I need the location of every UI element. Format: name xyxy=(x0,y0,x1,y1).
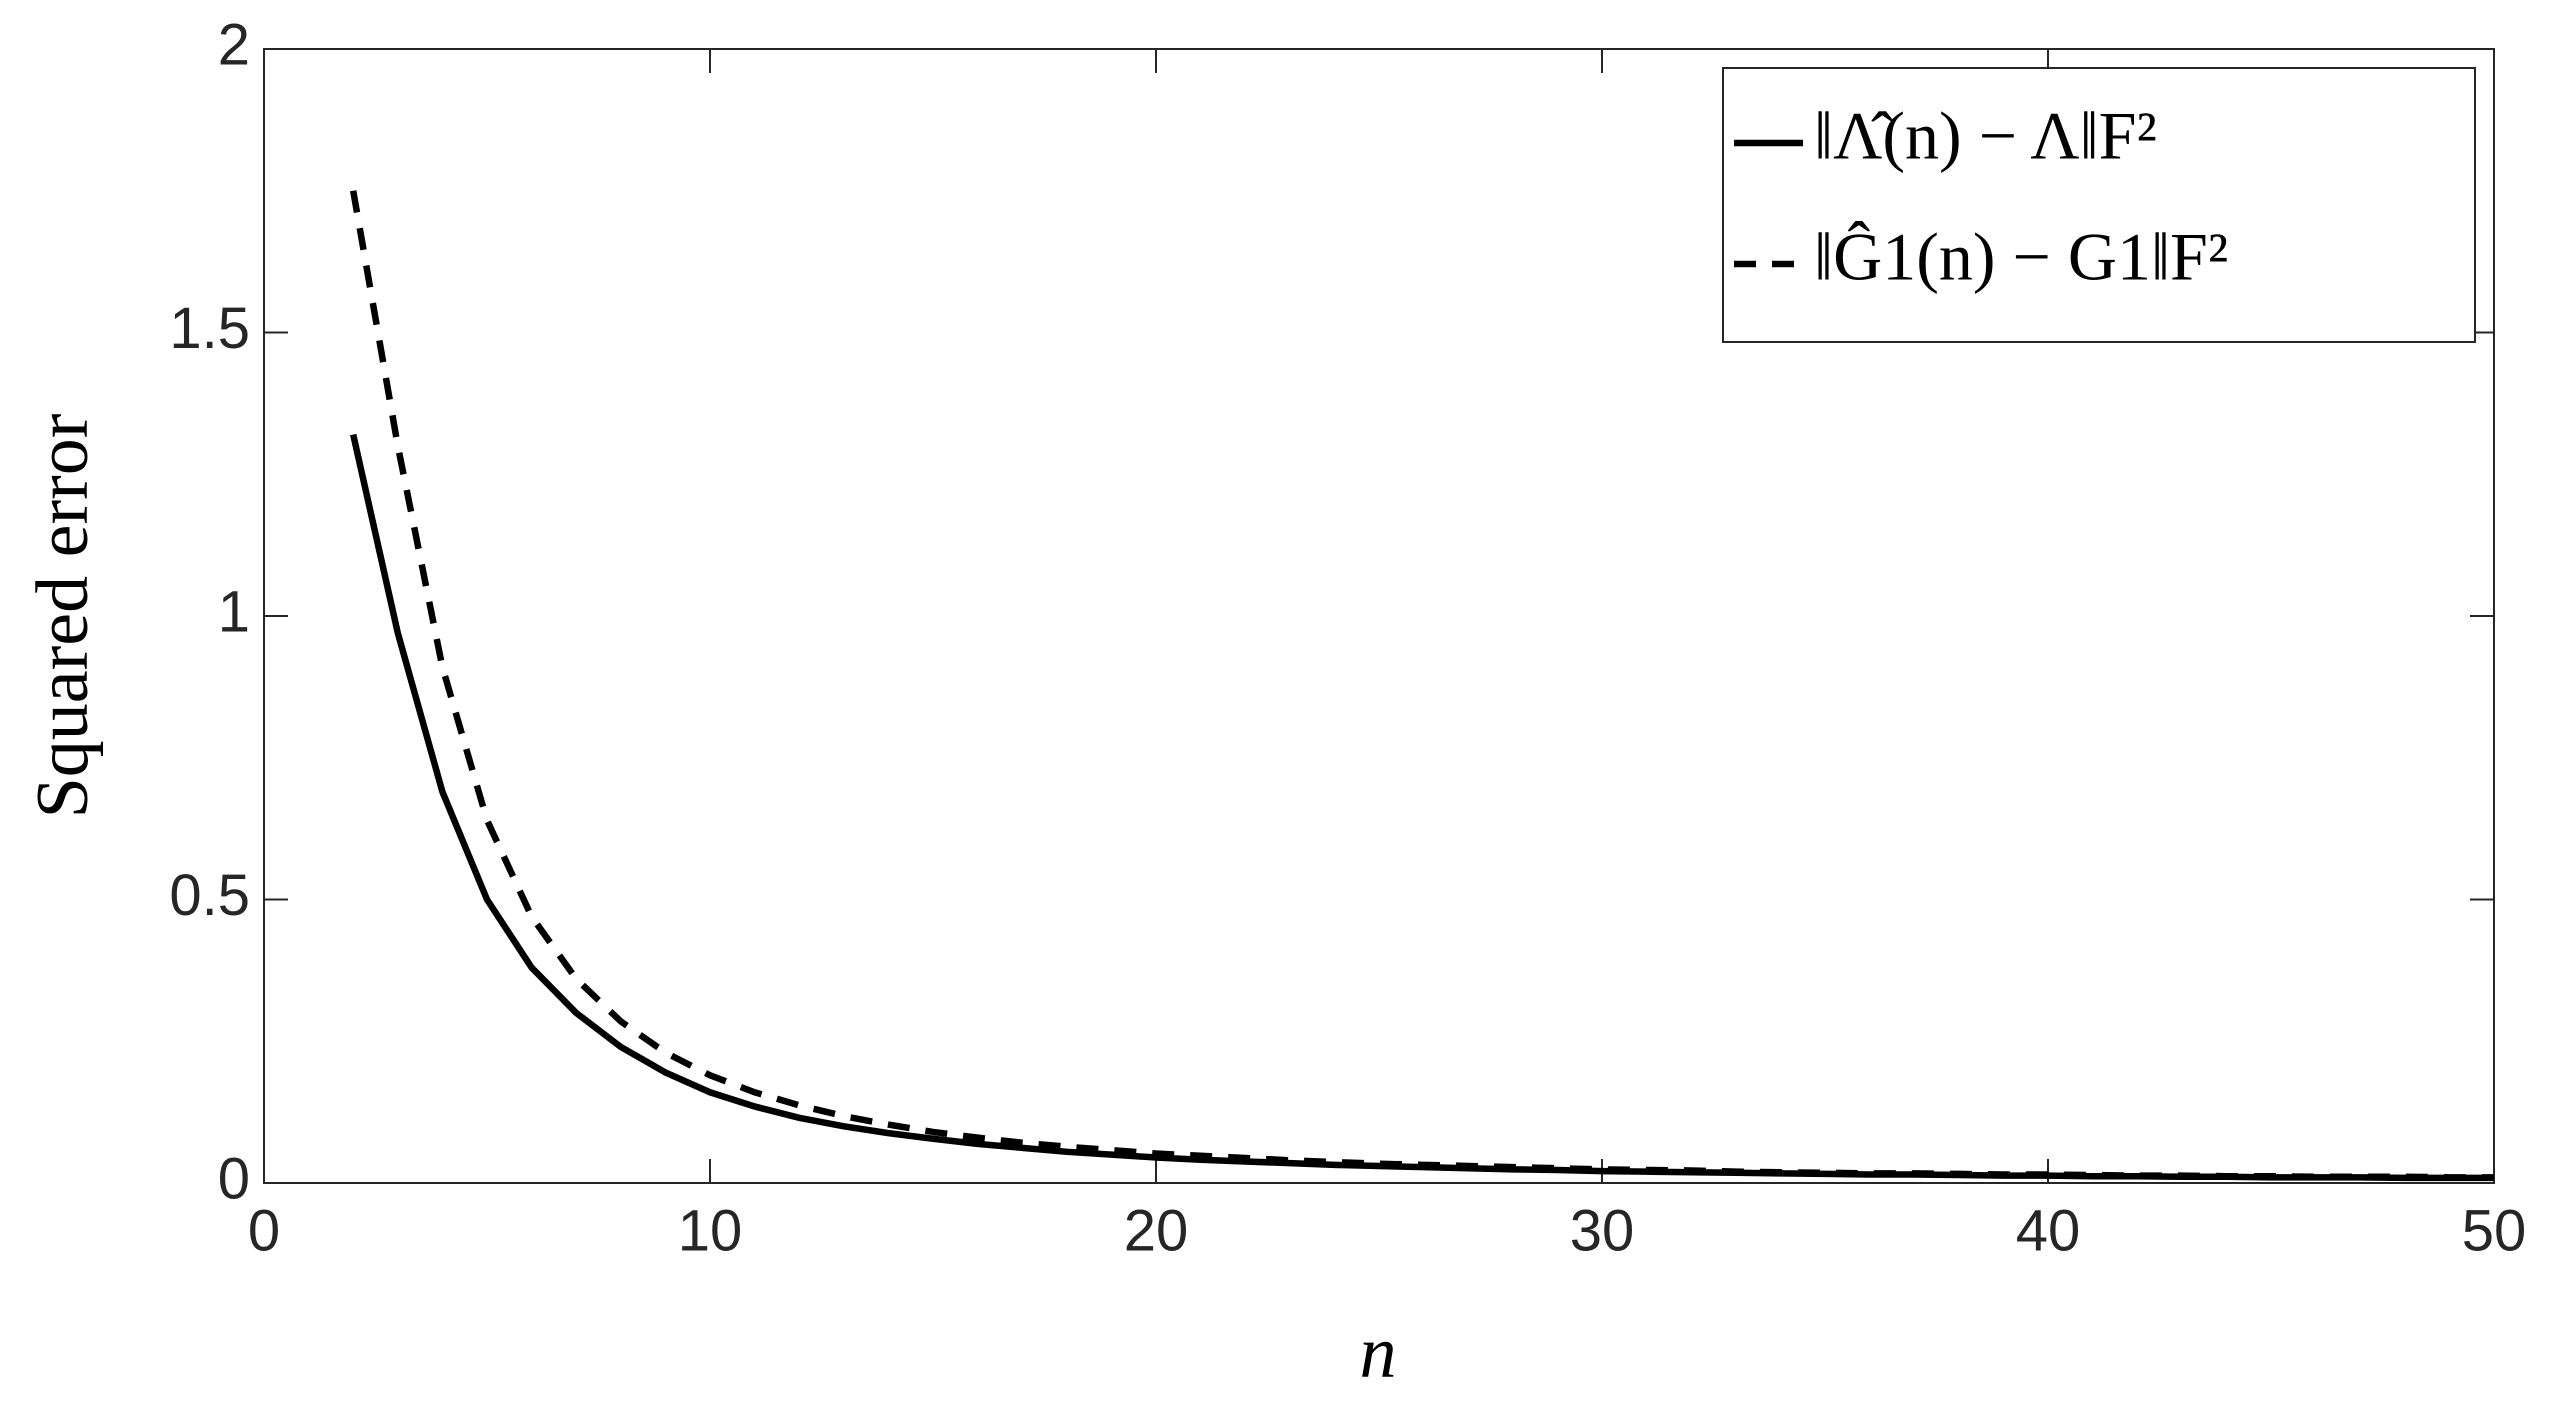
y-tick-label: 0.5 xyxy=(169,863,250,928)
x-tick-label: 50 xyxy=(2462,1198,2527,1263)
x-tick-label: 20 xyxy=(1124,1198,1189,1263)
x-tick-label: 40 xyxy=(2016,1198,2081,1263)
y-tick-label: 0 xyxy=(218,1146,250,1211)
x-tick-label: 30 xyxy=(1570,1198,1635,1263)
x-tick-label: 0 xyxy=(248,1198,280,1263)
line-series xyxy=(349,190,2494,1181)
x-axis-label: n xyxy=(1360,1312,1397,1394)
y-tick-label: 2 xyxy=(218,12,250,77)
legend-box xyxy=(1722,67,2476,343)
y-tick-label: 1.5 xyxy=(169,296,250,361)
line-series xyxy=(350,433,2494,1182)
y-tick-label: 1 xyxy=(218,579,250,644)
legend-label: ‖Λ̂(n) − Λ‖F² xyxy=(1814,98,2157,174)
legend-label: ‖Ĝ1(n) − G1‖F² xyxy=(1814,219,2228,295)
y-axis-label: Squared error xyxy=(22,414,104,819)
x-tick-label: 10 xyxy=(678,1198,743,1263)
